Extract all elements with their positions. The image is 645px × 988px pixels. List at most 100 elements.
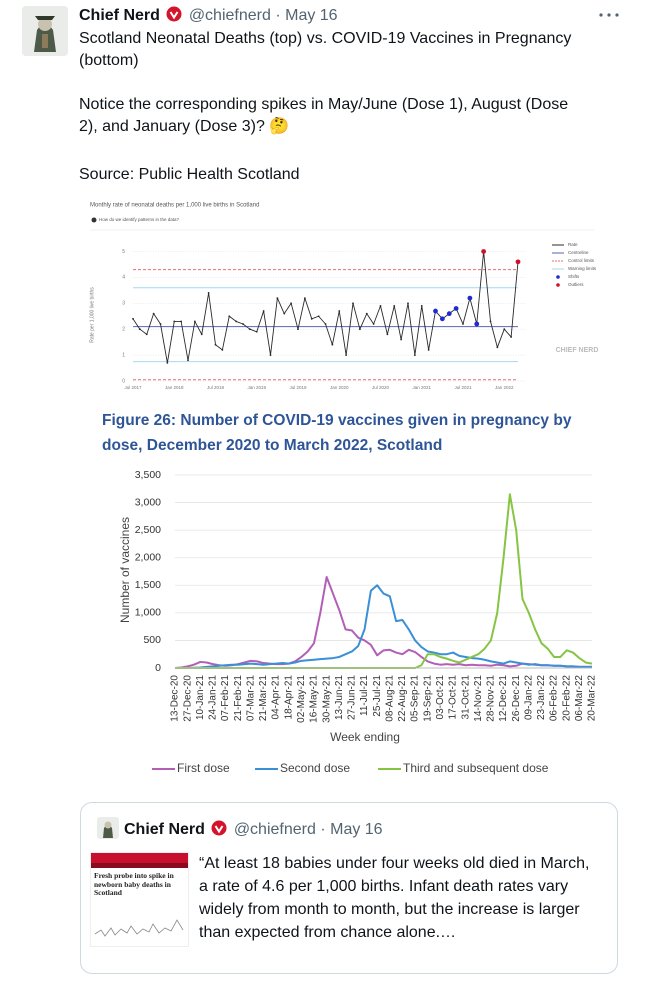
legend-swatch (556, 283, 560, 287)
more-menu[interactable] (597, 10, 621, 20)
data-point (420, 304, 423, 307)
x-tick-label: 11-Jul-21 (359, 675, 370, 716)
x-tick-label: 18-Apr-21 (283, 675, 294, 720)
quote-header: Chief Nerd @chiefnerd · May 16 (124, 820, 383, 839)
data-point (173, 320, 176, 323)
info-icon (91, 217, 97, 223)
x-tick-label: 06-Feb-22 (549, 675, 560, 722)
data-point (200, 333, 203, 336)
data-point (496, 346, 499, 349)
x-tick-label: Jul 2017 (124, 385, 142, 390)
data-point (262, 310, 265, 312)
top-chart-y-label: Rate per 1,000 live births (89, 287, 95, 343)
x-tick-label: 17-Oct-21 (448, 675, 459, 720)
legend-label: First dose (177, 761, 230, 775)
data-point (248, 328, 251, 331)
quote-avatar (97, 817, 119, 839)
top-chart-subtitle: How do we identify patterns in the data? (99, 217, 180, 222)
x-tick-label: 20-Mar-22 (587, 675, 598, 722)
x-tick-label: 16-May-21 (309, 675, 320, 723)
legend-label: Shifts (568, 274, 580, 279)
thumbnail-headline: Fresh probe into spike in newborn baby d… (94, 871, 174, 897)
data-point (372, 323, 375, 325)
data-point (132, 317, 134, 320)
legend-label: Centreline (568, 250, 589, 255)
x-tick-label: 13-Jun-21 (334, 675, 345, 720)
tweet-text: Source: Public Health Scotland (79, 166, 300, 183)
data-point (180, 320, 183, 323)
y-tick-label: 3 (122, 301, 125, 307)
top-chart-title: Monthly rate of neonatal deaths per 1,00… (90, 203, 259, 209)
legend-label: Warning limits (568, 266, 597, 271)
legend-label: Rate (568, 242, 578, 247)
data-point (187, 359, 189, 362)
y-tick-label: 0 (122, 378, 125, 384)
y-tick-label: 2,000 (135, 551, 161, 563)
data-point (393, 304, 396, 307)
marker (439, 316, 445, 322)
data-point (413, 354, 416, 356)
data-point (283, 312, 286, 315)
y-tick-label: 2 (122, 327, 125, 333)
avatar[interactable] (22, 6, 68, 56)
data-point (228, 315, 231, 318)
tweet-text: Scotland Neonatal Deaths (top) vs. COVID… (79, 30, 572, 69)
data-point (365, 312, 368, 315)
data-point (489, 320, 492, 323)
thumbnail-nav (91, 863, 188, 868)
data-point (427, 349, 430, 351)
x-tick-label: Jan 2018 (165, 385, 184, 390)
data-point (221, 349, 224, 351)
x-tick-label: 20-Feb-22 (561, 675, 572, 722)
x-tick-label: 06-Mar-22 (574, 675, 585, 722)
x-tick-label: 19-Sep-21 (422, 675, 433, 722)
data-point (358, 328, 361, 331)
bottom-y-label: Number of vaccines (118, 517, 132, 623)
x-tick-label: 21-Mar-21 (258, 675, 269, 722)
marker (515, 259, 521, 265)
separator: · (320, 821, 326, 838)
x-tick-label: 23-Jan-22 (536, 675, 547, 720)
x-tick-label: 22-Aug-21 (397, 675, 408, 722)
tweet-image[interactable]: Monthly rate of neonatal deaths per 1,00… (80, 190, 605, 790)
quote-text: “At least 18 babies under four weeks old… (199, 855, 590, 941)
x-tick-label: Jan 2021 (412, 385, 431, 390)
author-handle[interactable]: @chiefnerd (188, 7, 271, 24)
author-name[interactable]: Chief Nerd (79, 7, 160, 24)
x-tick-label: 13-Dec-20 (170, 675, 181, 722)
data-point (324, 323, 327, 325)
data-point (290, 302, 293, 305)
x-tick-label: 04-Apr-21 (271, 675, 282, 720)
data-point (152, 312, 155, 315)
marker (446, 311, 452, 317)
data-point (207, 292, 210, 294)
data-point (297, 328, 299, 331)
data-point (345, 354, 348, 356)
tweet-date[interactable]: May 16 (285, 7, 338, 24)
x-tick-label: 07-Feb-21 (220, 675, 231, 722)
x-tick-label: 31-Oct-21 (460, 675, 471, 720)
verified-badge (211, 820, 227, 836)
x-tick-label: Jul 2020 (372, 385, 390, 390)
y-tick-label: 500 (143, 634, 161, 646)
x-tick-label: Jan 2020 (330, 385, 349, 390)
x-tick-label: 03-Oct-21 (435, 675, 446, 720)
x-tick-label: 09-Jan-22 (523, 675, 534, 720)
data-point (503, 328, 506, 331)
y-tick-label: 5 (122, 249, 125, 255)
quote-thumbnail: Fresh probe into spike in newborn baby d… (90, 852, 189, 947)
data-point (303, 297, 306, 300)
x-tick-label: 30-May-21 (321, 675, 332, 723)
quoted-tweet[interactable] (80, 802, 618, 974)
x-tick-label: 10-Jan-21 (195, 675, 206, 720)
data-point (138, 328, 141, 331)
data-point (510, 336, 513, 338)
legend-label: Outliers (568, 282, 584, 287)
thumbnail-sparkline (94, 918, 184, 937)
legend-label: Control limits (568, 258, 595, 263)
data-point (338, 310, 341, 312)
separator: · (275, 7, 281, 24)
data-point (276, 297, 279, 300)
data-point (317, 315, 320, 318)
